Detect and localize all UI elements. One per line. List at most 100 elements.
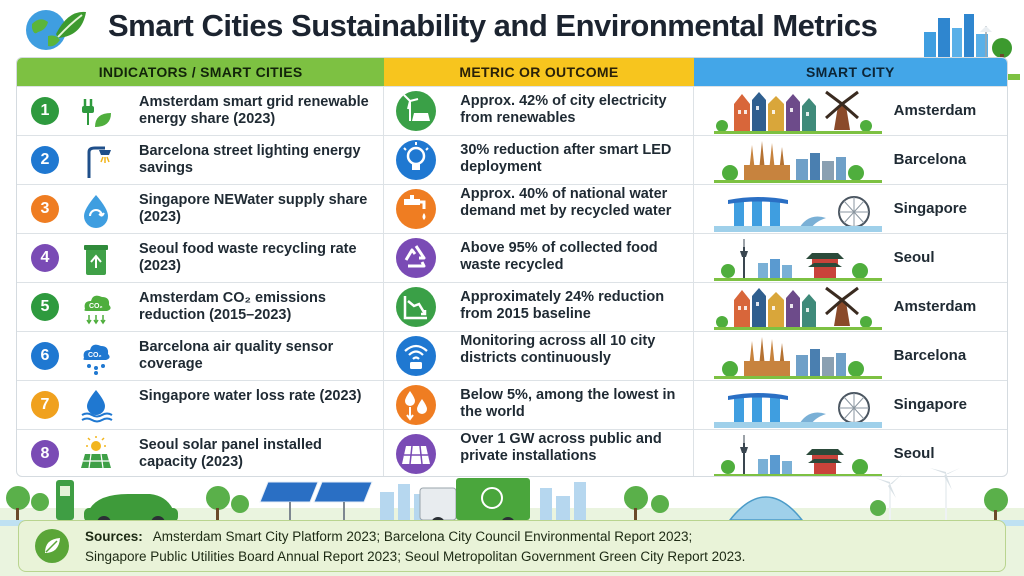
indicator-text: Barcelona air quality sensor coverage bbox=[139, 339, 334, 372]
city-name: Barcelona bbox=[893, 151, 967, 168]
metric-cell: Over 1 GW across public and private inst… bbox=[384, 430, 694, 476]
header-city: SMART CITY bbox=[693, 58, 1007, 86]
street-lamp-icon bbox=[87, 146, 111, 178]
solar-panel-sun-icon bbox=[81, 436, 111, 469]
table-row: 2 Barcelona street lighting energy savin… bbox=[17, 135, 1007, 184]
city-name: Amsterdam bbox=[893, 102, 977, 119]
indicator-text: Singapore NEWater supply share (2023) bbox=[139, 192, 368, 225]
indicator-cell: 8 Seoul solar panel installed capacity (… bbox=[17, 430, 385, 476]
plug-leaf-icon bbox=[82, 99, 111, 127]
table-row: 6 CO₂ Barcelona air quality sensor cover… bbox=[17, 331, 1007, 380]
city-cell: Amsterdam bbox=[694, 87, 1007, 135]
header-indicators: INDICATORS / SMART CITIES bbox=[17, 58, 385, 86]
solar-grid-icon bbox=[396, 434, 437, 474]
city-skyline-illustration bbox=[713, 392, 882, 428]
metric-cell: Above 95% of collected food waste recycl… bbox=[384, 234, 694, 282]
metric-text: Monitoring across all 10 city districts … bbox=[460, 333, 656, 366]
sources-line-1: Sources: Amsterdam Smart City Platform 20… bbox=[85, 529, 692, 544]
table-row: 1 Amsterdam smart grid renewable energy … bbox=[17, 86, 1007, 135]
wifi-sensor-icon bbox=[396, 336, 437, 376]
city-cell: Seoul bbox=[694, 430, 1007, 476]
city-skyline-illustration bbox=[713, 286, 882, 330]
sources-line-2: Singapore Public Utilities Board Annual … bbox=[85, 549, 746, 564]
water-tap-icon bbox=[396, 189, 437, 229]
water-drop-waves-icon bbox=[81, 390, 113, 423]
metric-text: 30% reduction after smart LED deployment bbox=[460, 142, 672, 175]
co2-cloud-icon: CO₂ bbox=[84, 295, 111, 325]
metric-cell: Below 5%, among the lowest in the world bbox=[384, 381, 694, 429]
city-cell: Amsterdam bbox=[694, 283, 1007, 331]
row-number-badge: 8 bbox=[31, 440, 59, 468]
city-skyline-illustration bbox=[713, 196, 882, 232]
metric-cell: Approx. 42% of city electricity from ren… bbox=[384, 87, 694, 135]
metric-cell: Approximately 24% reduction from 2015 ba… bbox=[384, 283, 694, 331]
metric-text: Below 5%, among the lowest in the world bbox=[460, 387, 676, 420]
recycle-icon bbox=[396, 238, 437, 278]
table-header: INDICATORS / SMART CITIES METRIC OR OUTC… bbox=[17, 58, 1007, 86]
indicator-cell: 2 Barcelona street lighting energy savin… bbox=[17, 136, 385, 184]
row-number-badge: 5 bbox=[31, 293, 59, 321]
metric-text: Over 1 GW across public and private inst… bbox=[460, 431, 662, 464]
svg-text:CO₂: CO₂ bbox=[89, 303, 103, 310]
row-number-badge: 6 bbox=[31, 342, 59, 370]
row-number-badge: 7 bbox=[31, 391, 59, 419]
led-bulb-icon bbox=[396, 140, 437, 180]
row-number-badge: 3 bbox=[31, 195, 59, 223]
indicator-text: Barcelona street lighting energy savings bbox=[139, 143, 361, 176]
indicator-text: Amsterdam smart grid renewable energy sh… bbox=[139, 94, 369, 127]
leaf-icon bbox=[35, 529, 69, 563]
city-cell: Barcelona bbox=[694, 332, 1007, 380]
metric-text: Above 95% of collected food waste recycl… bbox=[460, 240, 658, 273]
header-metric: METRIC OR OUTCOME bbox=[384, 58, 694, 86]
city-skyline-illustration bbox=[713, 435, 882, 476]
header: Smart Cities Sustainability and Environm… bbox=[0, 0, 1024, 80]
row-number-badge: 4 bbox=[31, 244, 59, 272]
metric-cell: Approx. 40% of national water demand met… bbox=[384, 185, 694, 233]
city-name: Singapore bbox=[893, 396, 967, 413]
indicator-text: Amsterdam CO₂ emissions reduction (2015–… bbox=[139, 290, 326, 323]
metric-text: Approx. 40% of national water demand met… bbox=[460, 186, 672, 219]
table-row: 3 Singapore NEWater supply share (2023) … bbox=[17, 184, 1007, 233]
declining-chart-icon bbox=[396, 287, 437, 327]
row-number-badge: 2 bbox=[31, 146, 59, 174]
indicator-cell: 1 Amsterdam smart grid renewable energy … bbox=[17, 87, 385, 135]
sources-text-1: Amsterdam Smart City Platform 2023; Barc… bbox=[152, 529, 693, 544]
indicator-cell: 5 CO₂ Amsterdam CO₂ emissions reduction … bbox=[17, 283, 385, 331]
metric-text: Approximately 24% reduction from 2015 ba… bbox=[460, 289, 665, 322]
city-name: Seoul bbox=[893, 445, 935, 462]
co2-sensor-cloud-icon: CO₂ bbox=[83, 344, 110, 375]
sources-label: Sources: bbox=[85, 529, 143, 544]
metric-cell: 30% reduction after smart LED deployment bbox=[384, 136, 694, 184]
indicator-cell: 4 Seoul food waste recycling rate (2023) bbox=[17, 234, 385, 282]
city-cell: Barcelona bbox=[694, 136, 1007, 184]
indicator-cell: 7 Singapore water loss rate (2023) bbox=[17, 381, 385, 429]
table-row: 4 Seoul food waste recycling rate (2023)… bbox=[17, 233, 1007, 282]
row-number-badge: 1 bbox=[31, 97, 59, 125]
globe-leaf-icon bbox=[26, 10, 86, 50]
indicator-text: Seoul food waste recycling rate (2023) bbox=[139, 241, 357, 274]
city-skyline-illustration bbox=[713, 141, 882, 183]
table-row: 7 Singapore water loss rate (2023) Below… bbox=[17, 380, 1007, 429]
city-skyline-illustration bbox=[713, 337, 882, 379]
water-drop-recycle-icon bbox=[84, 195, 108, 228]
recycle-bin-icon bbox=[84, 245, 108, 275]
svg-text:CO₂: CO₂ bbox=[88, 352, 102, 359]
city-skyline-illustration bbox=[713, 90, 882, 134]
metric-cell: Monitoring across all 10 city districts … bbox=[384, 332, 694, 380]
city-name: Singapore bbox=[893, 200, 967, 217]
table-row: 8 Seoul solar panel installed capacity (… bbox=[17, 429, 1007, 476]
table-body: 1 Amsterdam smart grid renewable energy … bbox=[17, 86, 1007, 476]
city-cell: Singapore bbox=[694, 185, 1007, 233]
metrics-table: INDICATORS / SMART CITIES METRIC OR OUTC… bbox=[16, 57, 1008, 477]
falling-drops-icon bbox=[396, 385, 437, 425]
city-cell: Seoul bbox=[694, 234, 1007, 282]
city-name: Amsterdam bbox=[893, 298, 977, 315]
city-cell: Singapore bbox=[694, 381, 1007, 429]
indicator-cell: 3 Singapore NEWater supply share (2023) bbox=[17, 185, 385, 233]
sources-panel: Sources: Amsterdam Smart City Platform 20… bbox=[18, 520, 1006, 572]
city-skyline-illustration bbox=[713, 239, 882, 281]
indicator-cell: 6 CO₂ Barcelona air quality sensor cover… bbox=[17, 332, 385, 380]
table-row: 5 CO₂ Amsterdam CO₂ emissions reduction … bbox=[17, 282, 1007, 331]
indicator-text: Seoul solar panel installed capacity (20… bbox=[139, 437, 322, 470]
metric-text: Approx. 42% of city electricity from ren… bbox=[460, 93, 667, 126]
